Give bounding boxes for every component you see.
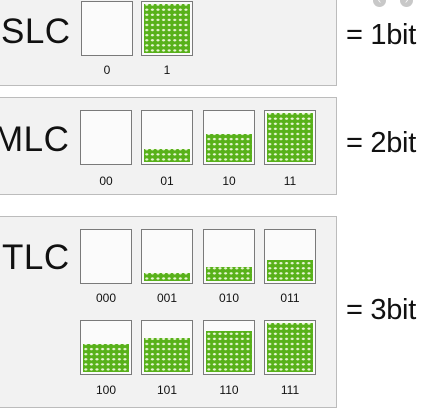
cell-slc-0	[81, 1, 133, 56]
cell-code: 111	[280, 383, 300, 397]
mlc-bit-equation: = 2bit	[346, 127, 416, 159]
cell-tlc-001	[141, 229, 193, 284]
nav-icon-2[interactable]: ›	[400, 0, 413, 7]
cell-code: 100	[95, 383, 117, 397]
charge-fill	[144, 149, 190, 162]
tlc-label: TLC	[2, 238, 70, 277]
cell-code: 001	[156, 291, 178, 305]
cell-code: 110	[219, 383, 239, 397]
cell-code: 101	[156, 383, 178, 397]
tlc-bit-equation: = 3bit	[346, 294, 416, 326]
cell-code: 10	[222, 174, 236, 188]
nav-icon-1[interactable]: ‹	[373, 0, 386, 7]
charge-fill	[267, 323, 313, 372]
cell-tlc-110	[203, 320, 255, 375]
cell-code: 0	[103, 63, 111, 77]
mlc-label: MLC	[0, 120, 70, 159]
cell-code: 010	[218, 291, 240, 305]
charge-fill	[267, 260, 313, 281]
slc-label: SLC	[1, 12, 71, 51]
charge-fill	[83, 344, 129, 372]
cell-code: 00	[99, 174, 113, 188]
slc-bit-equation: = 1bit	[346, 19, 416, 51]
cell-tlc-000	[80, 229, 132, 284]
cell-mlc-01	[141, 110, 193, 165]
charge-fill	[206, 134, 252, 162]
cell-code: 011	[280, 291, 300, 305]
charge-fill	[144, 338, 190, 372]
cell-code: 01	[160, 174, 174, 188]
charge-fill	[206, 267, 252, 281]
cell-mlc-10	[203, 110, 255, 165]
charge-fill	[144, 4, 190, 53]
cell-tlc-010	[203, 229, 255, 284]
cell-tlc-011	[264, 229, 316, 284]
cell-code: 000	[95, 291, 117, 305]
cell-slc-1	[141, 1, 193, 56]
charge-fill	[144, 273, 190, 281]
cell-tlc-111	[264, 320, 316, 375]
cell-code: 11	[283, 174, 297, 188]
cell-tlc-101	[141, 320, 193, 375]
cell-tlc-100	[80, 320, 132, 375]
cell-mlc-11	[264, 110, 316, 165]
charge-fill	[267, 113, 313, 162]
cell-code: 1	[163, 63, 171, 77]
cell-mlc-00	[80, 110, 132, 165]
charge-fill	[206, 331, 252, 372]
